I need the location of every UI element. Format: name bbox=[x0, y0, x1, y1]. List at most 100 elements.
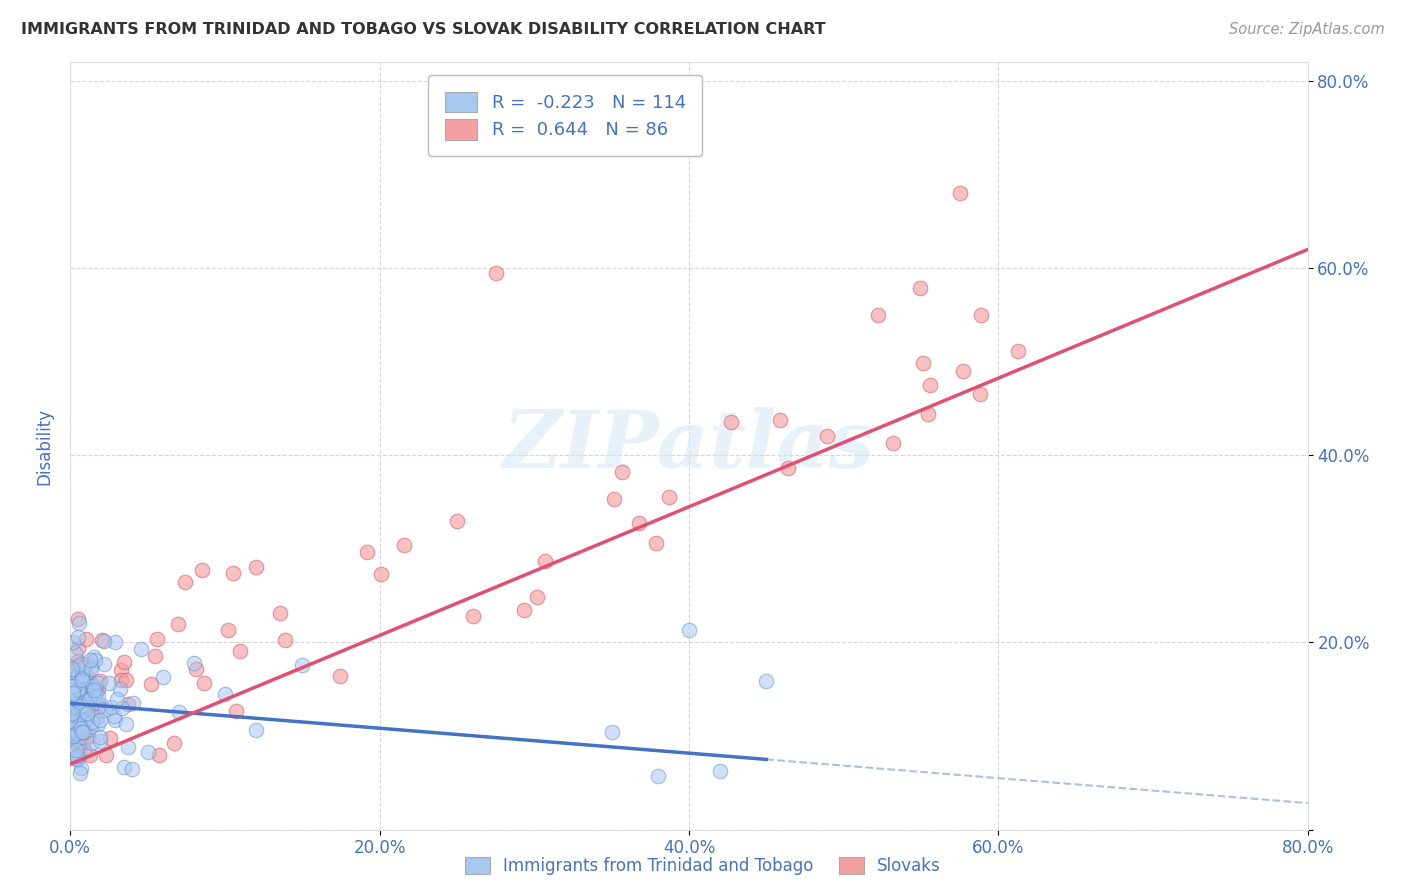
Point bbox=[217, 624, 239, 638]
Point bbox=[461, 609, 484, 624]
Point bbox=[225, 705, 247, 719]
Point bbox=[76, 657, 98, 672]
Point bbox=[110, 673, 132, 687]
Text: IMMIGRANTS FROM TRINIDAD AND TOBAGO VS SLOVAK DISABILITY CORRELATION CHART: IMMIGRANTS FROM TRINIDAD AND TOBAGO VS S… bbox=[21, 22, 825, 37]
Point bbox=[87, 717, 110, 731]
Point bbox=[86, 710, 108, 724]
Point bbox=[100, 699, 122, 714]
Point bbox=[94, 703, 117, 717]
Point bbox=[769, 412, 792, 426]
Point bbox=[70, 721, 93, 735]
Point bbox=[63, 727, 86, 741]
Point bbox=[67, 660, 90, 674]
Point bbox=[73, 690, 96, 705]
Point bbox=[70, 669, 93, 683]
Point bbox=[67, 719, 90, 733]
Point bbox=[75, 684, 97, 698]
Point bbox=[79, 653, 101, 667]
Point bbox=[62, 679, 84, 693]
Point bbox=[89, 713, 111, 727]
Point bbox=[600, 725, 623, 739]
Point bbox=[80, 720, 103, 734]
Point bbox=[73, 735, 96, 749]
Point bbox=[87, 675, 110, 690]
Point bbox=[720, 415, 742, 429]
Point bbox=[112, 760, 135, 774]
Text: Source: ZipAtlas.com: Source: ZipAtlas.com bbox=[1229, 22, 1385, 37]
Point bbox=[67, 654, 90, 668]
Point bbox=[69, 718, 91, 732]
Point bbox=[111, 701, 134, 715]
Point bbox=[121, 696, 143, 710]
Point bbox=[73, 715, 96, 730]
Point bbox=[755, 673, 778, 688]
Point bbox=[98, 676, 121, 690]
Point bbox=[89, 734, 111, 748]
Point bbox=[67, 733, 90, 747]
Point bbox=[136, 745, 159, 759]
Point bbox=[121, 762, 143, 776]
Point bbox=[918, 378, 941, 392]
Point bbox=[83, 686, 105, 700]
Point bbox=[72, 673, 94, 687]
Point bbox=[66, 725, 89, 739]
Point bbox=[87, 690, 110, 704]
Point bbox=[356, 545, 378, 559]
Point bbox=[612, 465, 634, 479]
Point bbox=[89, 673, 111, 688]
Point bbox=[69, 747, 91, 762]
Point bbox=[72, 661, 94, 675]
Point bbox=[184, 662, 207, 676]
Point bbox=[146, 632, 169, 646]
Point bbox=[446, 514, 468, 528]
Point bbox=[148, 747, 170, 762]
Point bbox=[485, 266, 508, 280]
Point bbox=[917, 407, 939, 421]
Point bbox=[969, 386, 991, 401]
Point bbox=[80, 714, 103, 729]
Point bbox=[70, 735, 93, 749]
Point bbox=[83, 682, 105, 697]
Point bbox=[163, 735, 186, 749]
Point bbox=[69, 657, 91, 671]
Point bbox=[60, 722, 83, 736]
Point bbox=[229, 643, 252, 657]
Point bbox=[117, 697, 139, 711]
Point bbox=[191, 563, 214, 577]
Point bbox=[778, 461, 800, 475]
Point bbox=[66, 751, 89, 765]
Point bbox=[75, 673, 97, 687]
Point bbox=[67, 711, 90, 725]
Point bbox=[60, 747, 83, 762]
Point bbox=[129, 641, 152, 656]
Point bbox=[63, 740, 86, 755]
Point bbox=[87, 681, 110, 696]
Point bbox=[67, 668, 90, 682]
Point bbox=[534, 553, 557, 567]
Point bbox=[60, 683, 83, 698]
Point bbox=[67, 747, 90, 762]
Point bbox=[77, 693, 100, 707]
Point bbox=[62, 729, 84, 743]
Point bbox=[167, 616, 190, 631]
Point bbox=[60, 706, 83, 720]
Point bbox=[115, 673, 138, 688]
Point bbox=[84, 653, 107, 667]
Point bbox=[103, 709, 125, 723]
Point bbox=[67, 615, 90, 630]
Point bbox=[141, 677, 163, 691]
Point bbox=[79, 747, 101, 762]
Point bbox=[76, 706, 98, 721]
Point bbox=[67, 668, 90, 682]
Point bbox=[67, 696, 90, 710]
Point bbox=[67, 641, 90, 656]
Point bbox=[80, 658, 103, 673]
Point bbox=[83, 707, 105, 722]
Point bbox=[84, 689, 107, 703]
Y-axis label: Disability: Disability bbox=[35, 408, 53, 484]
Point bbox=[108, 682, 131, 697]
Point bbox=[93, 657, 115, 672]
Point bbox=[117, 740, 139, 755]
Point bbox=[87, 699, 110, 714]
Point bbox=[70, 725, 93, 739]
